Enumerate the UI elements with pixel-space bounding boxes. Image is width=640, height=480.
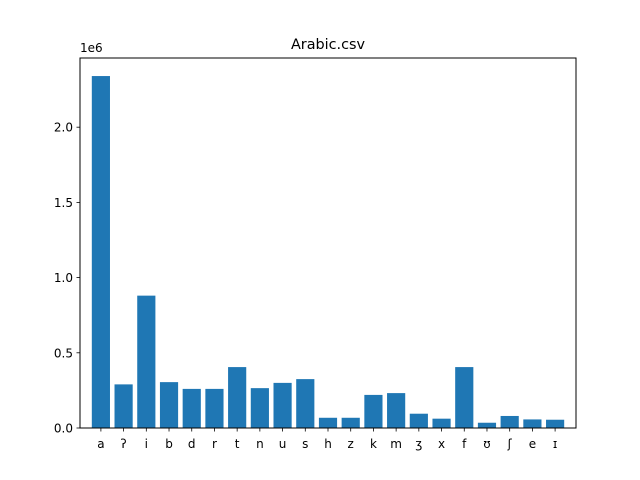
- bars-group: [91, 76, 565, 429]
- y-axis-offset-label: 1e6: [80, 41, 103, 55]
- x-tick-label: s: [302, 437, 308, 451]
- y-tick-label: 0.0: [54, 422, 73, 436]
- x-tick-label: e: [529, 437, 536, 451]
- bar-13: [387, 393, 406, 428]
- y-tick-label: 0.5: [54, 346, 73, 360]
- x-tick-label: i: [145, 437, 148, 451]
- bar-1: [114, 384, 133, 428]
- bar-6: [228, 367, 247, 428]
- bar-17: [477, 422, 497, 428]
- bar-16: [455, 367, 474, 428]
- x-tick-label: ʃ: [507, 437, 513, 451]
- bar-15: [432, 418, 451, 428]
- x-tick-label: m: [390, 437, 402, 451]
- x-tick-label: x: [438, 437, 445, 451]
- x-tick-label: z: [348, 437, 354, 451]
- bar-5: [205, 388, 224, 428]
- x-tick-label: f: [462, 437, 467, 451]
- bar-8: [273, 382, 292, 428]
- x-tick-label: b: [165, 437, 173, 451]
- bar-2: [137, 295, 156, 428]
- y-axis-ticks: 0.0 0.5 1.0 1.5 2.0: [54, 121, 80, 436]
- bar-19: [523, 419, 542, 428]
- bar-4: [182, 388, 201, 428]
- y-tick-label: 1.0: [54, 271, 73, 285]
- x-tick-label: h: [324, 437, 332, 451]
- bar-14: [409, 413, 428, 428]
- plot-frame: [79, 57, 577, 429]
- x-tick-label: r: [212, 437, 217, 451]
- x-tick-label: ɪ: [553, 437, 557, 451]
- y-tick-label: 1.5: [54, 196, 73, 210]
- bar-11: [341, 417, 360, 428]
- bar-3: [159, 382, 179, 428]
- bar-18: [500, 415, 519, 428]
- x-tick-label: u: [279, 437, 287, 451]
- bar-0: [91, 76, 110, 429]
- x-tick-label: ʒ: [415, 437, 422, 451]
- bar-7: [250, 388, 269, 428]
- x-tick-label: t: [235, 437, 240, 451]
- bar-12: [364, 394, 383, 428]
- y-tick-label: 2.0: [54, 121, 73, 135]
- x-tick-label: n: [256, 437, 264, 451]
- x-tick-label: a: [97, 437, 104, 451]
- x-tick-label: d: [188, 437, 196, 451]
- x-tick-label: ʊ: [483, 437, 490, 451]
- x-tick-label: k: [370, 437, 377, 451]
- chart-title: Arabic.csv: [291, 37, 366, 53]
- bar-10: [318, 417, 338, 428]
- bar-20: [546, 419, 565, 428]
- bar-9: [296, 379, 315, 428]
- x-tick-label: ʔ: [121, 437, 127, 451]
